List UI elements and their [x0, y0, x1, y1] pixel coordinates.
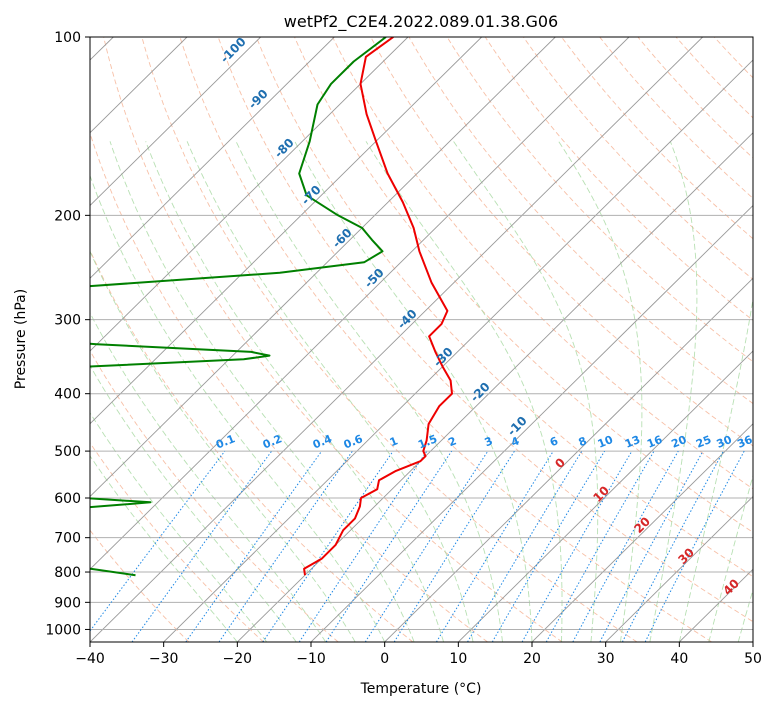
mixing-ratio-label: 8: [577, 434, 589, 449]
mixing-ratio-line: [545, 450, 655, 642]
x-tick-label: 0: [380, 651, 389, 667]
y-tick-label: 800: [54, 565, 81, 581]
mixing-ratio-label: 10: [596, 433, 615, 451]
y-tick-label: 1000: [45, 622, 81, 638]
plot-frame: [89, 36, 754, 643]
y-tick-label: 600: [54, 491, 81, 507]
y-tick-label: 500: [54, 444, 81, 460]
mixing-ratio-line: [393, 450, 515, 642]
dry-adiabat-line: [103, 37, 563, 642]
dry-adiabat-line: [408, 37, 753, 405]
x-tick-label: 10: [449, 651, 467, 667]
x-axis-label: Temperature (°C): [360, 681, 482, 697]
isotherm-line: [458, 350, 753, 642]
x-tick-label: 30: [597, 651, 615, 667]
y-tick-label: 700: [54, 531, 81, 547]
x-tick-label: −30: [149, 651, 179, 667]
dry-adiabat-line: [370, 37, 753, 447]
isotherm-line: [90, 37, 261, 207]
temperature-profile-line: [303, 37, 453, 576]
mixing-ratio-label: 25: [694, 433, 713, 451]
dry-adiabat-line: [332, 37, 753, 490]
isotherm-line: [90, 37, 556, 498]
mixing-ratio-label: 2: [446, 434, 458, 449]
mixing-ratio-line: [90, 450, 226, 632]
x-tick-label: 20: [523, 651, 541, 667]
y-tick-label: 100: [54, 30, 81, 46]
isotherm-line: [531, 423, 753, 642]
isotherm-line: [90, 37, 409, 352]
mixing-ratio-label: 3: [483, 434, 495, 449]
dry-adiabat-line: [90, 249, 414, 642]
dry-adiabat-line: [561, 37, 753, 240]
x-tick-label: 50: [744, 651, 762, 667]
dry-adiabat-line: [179, 37, 712, 642]
isotherm-line: [310, 204, 753, 642]
mixing-ratio-line: [185, 450, 323, 642]
dry-adiabat-line: [141, 37, 638, 642]
mixing-ratio-line: [435, 450, 554, 642]
mixing-ratio-label: 30: [715, 433, 734, 451]
axes: −40 −30 −20 −10 0 10 20 30 40 50 100 200 300 400 500 60…: [45, 30, 762, 667]
y-tick-label: 400: [54, 387, 81, 403]
mixing-ratio-label: 20: [669, 433, 688, 451]
x-tick-label: −20: [223, 651, 253, 667]
dry-adiabat-line: [446, 37, 753, 363]
mixing-ratio-line: [298, 450, 428, 642]
mixing-ratio-label: 13: [623, 433, 642, 451]
x-tick-label: 40: [670, 651, 688, 667]
mixing-ratio-line: [599, 450, 704, 642]
series-group: [90, 37, 453, 577]
mixing-ratio-label: 16: [645, 433, 664, 451]
isotherm-line: [384, 277, 753, 642]
y-tick-label: 200: [54, 208, 81, 224]
x-tick-label: −40: [75, 651, 105, 667]
dry-adiabat-line: [90, 132, 488, 642]
mixing-ratio-line: [218, 450, 353, 642]
mixing-ratio-label: 1: [388, 434, 400, 449]
y-tick-label: 900: [54, 595, 81, 611]
dry-adiabat-line: [637, 37, 753, 159]
mixing-ratio-line: [467, 450, 583, 642]
isotherm-line: [90, 37, 335, 279]
mixing-ratio-label: 36: [735, 433, 754, 451]
mixing-ratio-line: [325, 450, 453, 642]
dry-adiabat-line: [90, 349, 339, 642]
mixing-ratio-line: [621, 450, 724, 642]
dry-adiabat-line: [294, 37, 753, 533]
chart-title: wetPf2_C2E4.2022.089.01.38.G06: [284, 12, 558, 32]
mixing-ratio-line: [572, 450, 679, 642]
mixing-ratio-line: [644, 450, 745, 642]
isotherm-line: [90, 37, 630, 570]
mixing-ratio-line: [262, 450, 394, 642]
background-lines: [90, 37, 753, 642]
y-tick-label: 300: [54, 313, 81, 329]
isotherm-line: [90, 37, 482, 425]
isotherm-line: [237, 132, 753, 642]
isotherm-line: [605, 495, 753, 642]
isotherm-line: [163, 59, 753, 642]
dry-adiabat-line: [255, 37, 753, 578]
x-tick-label: −10: [296, 651, 326, 667]
isotherm-line: [90, 37, 703, 642]
y-axis-label: Pressure (hPa): [13, 289, 29, 389]
mixing-ratio-line: [364, 450, 489, 642]
mixing-ratio-line: [131, 450, 273, 642]
dry-adiabat-line: [217, 37, 753, 623]
dewpoint-profile-line: [90, 37, 387, 577]
